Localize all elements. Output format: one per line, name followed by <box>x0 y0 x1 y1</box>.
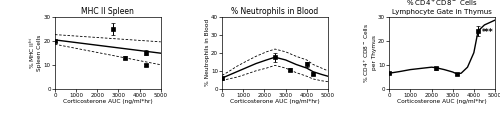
Title: % Neutrophils in Blood: % Neutrophils in Blood <box>232 7 318 16</box>
Y-axis label: % CD4$^+$CD8$^-$ Cells
per Thymus: % CD4$^+$CD8$^-$ Cells per Thymus <box>362 22 376 83</box>
Text: ***: *** <box>482 28 494 37</box>
Y-axis label: % Neutrophils in Blood: % Neutrophils in Blood <box>204 19 210 86</box>
X-axis label: Corticosterone AUC (ng/ml*hr): Corticosterone AUC (ng/ml*hr) <box>63 99 153 104</box>
Y-axis label: % MHC II$^{hi}$
Spleen Cells: % MHC II$^{hi}$ Spleen Cells <box>28 35 42 71</box>
Title: % CD4$^+$CD8$^-$ Cells
Lymphocyte Gate in Thymus: % CD4$^+$CD8$^-$ Cells Lymphocyte Gate i… <box>392 0 492 15</box>
X-axis label: Corticosterone AUC (ng/ml*hr): Corticosterone AUC (ng/ml*hr) <box>230 99 320 104</box>
Title: MHC II Spleen: MHC II Spleen <box>82 7 134 16</box>
X-axis label: Corticosterone AUC (ng/ml*hr): Corticosterone AUC (ng/ml*hr) <box>397 99 487 104</box>
